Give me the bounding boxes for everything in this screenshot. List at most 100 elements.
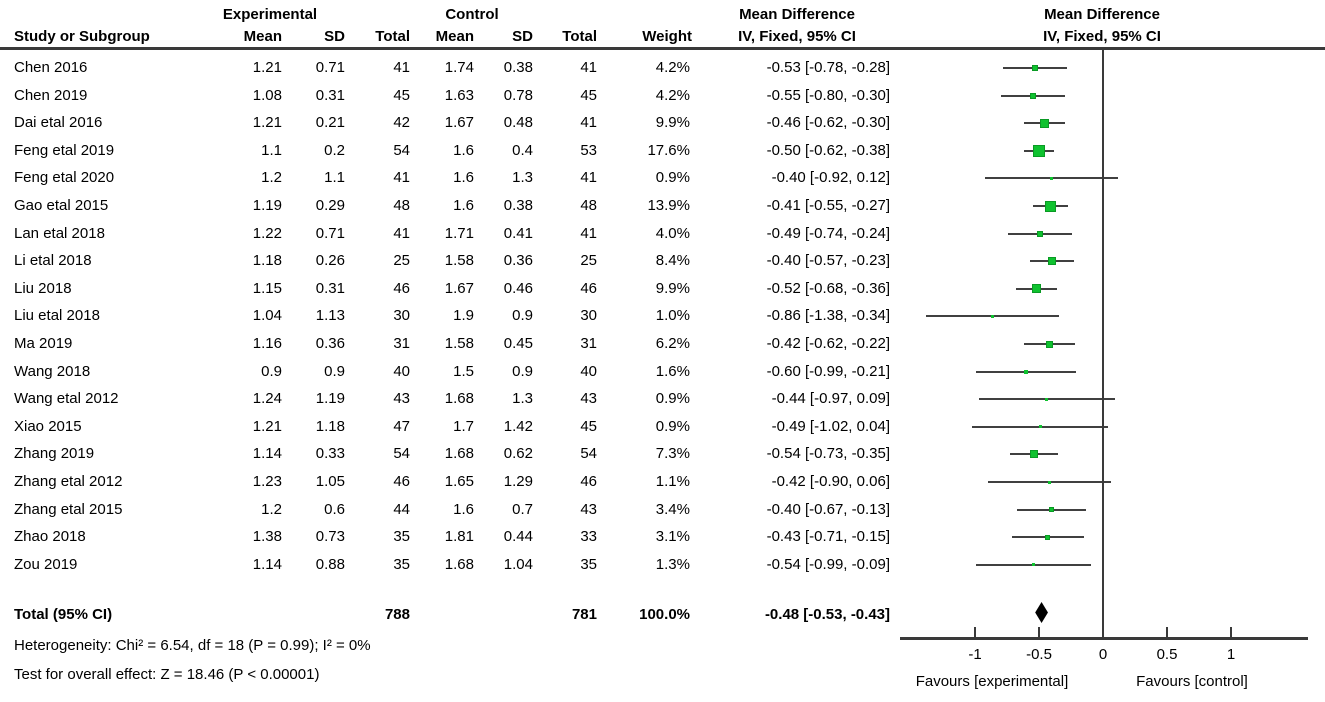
effect-marker	[1045, 200, 1057, 212]
study-ci-label: -0.46 [-0.62, -0.30]	[766, 114, 890, 132]
study-exp-total: 48	[393, 197, 410, 214]
study-exp-mean: 1.21	[252, 59, 282, 76]
study-ci-label: -0.50 [-0.62, -0.38]	[766, 141, 890, 159]
effect-marker	[1047, 257, 1056, 266]
group-header-experimental: Experimental	[222, 6, 318, 23]
study-weight: 1.0%	[655, 307, 690, 325]
study-weight: 9.9%	[655, 279, 690, 297]
column-header-ci-text: IV, Fixed, 95% CI	[738, 28, 856, 45]
study-exp-sd: 0.88	[315, 555, 345, 573]
x-axis-tick-label: -0.5	[1026, 646, 1052, 663]
study-exp-mean: 1.04	[252, 307, 282, 325]
study-ctrl-mean: 1.58	[444, 252, 474, 270]
study-exp-mean: 1.1	[261, 141, 282, 159]
study-ci-label: -0.44 [-0.97, 0.09]	[771, 390, 890, 408]
x-axis-tick-label: 0	[1098, 646, 1108, 663]
study-exp-mean: 1.21	[252, 417, 282, 435]
study-ctrl-mean: 1.6	[453, 500, 474, 518]
study-exp-sd: 0.21	[315, 114, 345, 132]
study-exp-mean: 1.15	[252, 279, 282, 297]
study-weight: 6.2%	[655, 335, 690, 352]
study-ctrl-total: 41	[580, 224, 597, 242]
study-name: Dai etal 2016	[14, 114, 103, 132]
study-ctrl-total: 54	[580, 445, 597, 463]
study-exp-mean: 1.2	[261, 169, 282, 187]
study-name: Zhao 2018	[14, 528, 86, 546]
study-ci-label: -0.42 [-0.62, -0.22]	[766, 335, 890, 352]
study-ci-label: -0.40 [-0.67, -0.13]	[766, 500, 890, 518]
study-ctrl-sd: 0.36	[503, 252, 533, 270]
study-ctrl-total: 46	[580, 279, 597, 297]
x-axis-tick-label: 0.5	[1156, 646, 1178, 663]
zero-reference-line	[1102, 50, 1104, 639]
study-exp-mean: 1.16	[252, 335, 282, 352]
study-weight: 4.2%	[655, 59, 690, 76]
study-exp-total: 35	[393, 528, 410, 546]
effect-marker	[1045, 340, 1053, 348]
study-weight: 0.9%	[655, 169, 690, 187]
effect-marker	[1050, 176, 1054, 180]
study-ctrl-mean: 1.9	[453, 307, 474, 325]
study-exp-sd: 0.31	[315, 279, 345, 297]
study-ctrl-sd: 1.3	[512, 169, 533, 187]
study-ci-label: -0.86 [-1.38, -0.34]	[766, 307, 890, 325]
study-ctrl-sd: 1.3	[512, 390, 533, 408]
effect-marker	[1045, 534, 1051, 540]
study-weight: 1.1%	[655, 473, 690, 490]
study-exp-mean: 1.24	[252, 390, 282, 408]
study-weight: 9.9%	[655, 114, 690, 132]
study-ctrl-mean: 1.67	[444, 279, 474, 297]
study-exp-sd: 0.71	[315, 59, 345, 76]
column-header-ctrl-mean: Mean	[435, 28, 474, 45]
study-exp-total: 54	[393, 141, 410, 159]
study-ctrl-total: 45	[580, 86, 597, 104]
x-axis-tick	[1102, 627, 1104, 637]
study-ctrl-mean: 1.7	[453, 417, 474, 435]
study-exp-mean: 1.22	[252, 224, 282, 242]
summary-diamond	[1035, 602, 1048, 623]
study-ctrl-total: 41	[580, 114, 597, 132]
study-weight: 4.0%	[655, 224, 690, 242]
study-exp-total: 46	[393, 279, 410, 297]
total-ci-label: -0.48 [-0.53, -0.43]	[764, 606, 890, 623]
study-weight: 17.6%	[647, 141, 690, 159]
study-exp-mean: 1.18	[252, 252, 282, 270]
study-ctrl-sd: 1.42	[503, 417, 533, 435]
study-exp-total: 35	[393, 555, 410, 573]
overall-effect-note: Test for overall effect: Z = 18.46 (P < …	[14, 666, 320, 683]
study-exp-sd: 1.18	[315, 417, 345, 435]
effect-marker	[1037, 230, 1044, 237]
effect-marker	[1045, 397, 1049, 401]
study-exp-total: 44	[393, 500, 410, 518]
study-ctrl-sd: 0.9	[512, 362, 533, 380]
study-exp-total: 30	[393, 307, 410, 325]
study-name: Ma 2019	[14, 335, 73, 352]
effect-header-text-column: Mean Difference	[739, 6, 855, 23]
x-axis-tick	[1166, 627, 1168, 637]
header-divider-line	[0, 47, 1325, 50]
study-exp-sd: 0.6	[324, 500, 345, 518]
total-exp-n: 788	[384, 606, 410, 623]
study-ctrl-total: 35	[580, 555, 597, 573]
study-ctrl-sd: 0.38	[503, 197, 533, 214]
study-ci-label: -0.60 [-0.99, -0.21]	[766, 362, 890, 380]
effect-marker	[1032, 563, 1036, 567]
study-name: Chen 2016	[14, 59, 88, 76]
study-exp-mean: 1.08	[252, 86, 282, 104]
study-ci-label: -0.43 [-0.71, -0.15]	[766, 528, 890, 546]
study-exp-total: 54	[393, 445, 410, 463]
effect-header-plot-column: Mean Difference	[1044, 6, 1160, 23]
study-exp-total: 43	[393, 390, 410, 408]
x-axis-tick-label: 1	[1226, 646, 1236, 663]
study-exp-mean: 1.23	[252, 473, 282, 490]
x-axis-tick	[1230, 627, 1232, 637]
study-ctrl-total: 30	[580, 307, 597, 325]
column-header-ctrl-total: Total	[562, 28, 597, 45]
study-weight: 4.2%	[655, 86, 690, 104]
study-ctrl-sd: 0.48	[503, 114, 533, 132]
study-name: Wang 2018	[14, 362, 91, 380]
study-exp-sd: 1.1	[324, 169, 345, 187]
effect-marker	[1049, 507, 1055, 513]
group-header-control: Control	[445, 6, 499, 23]
